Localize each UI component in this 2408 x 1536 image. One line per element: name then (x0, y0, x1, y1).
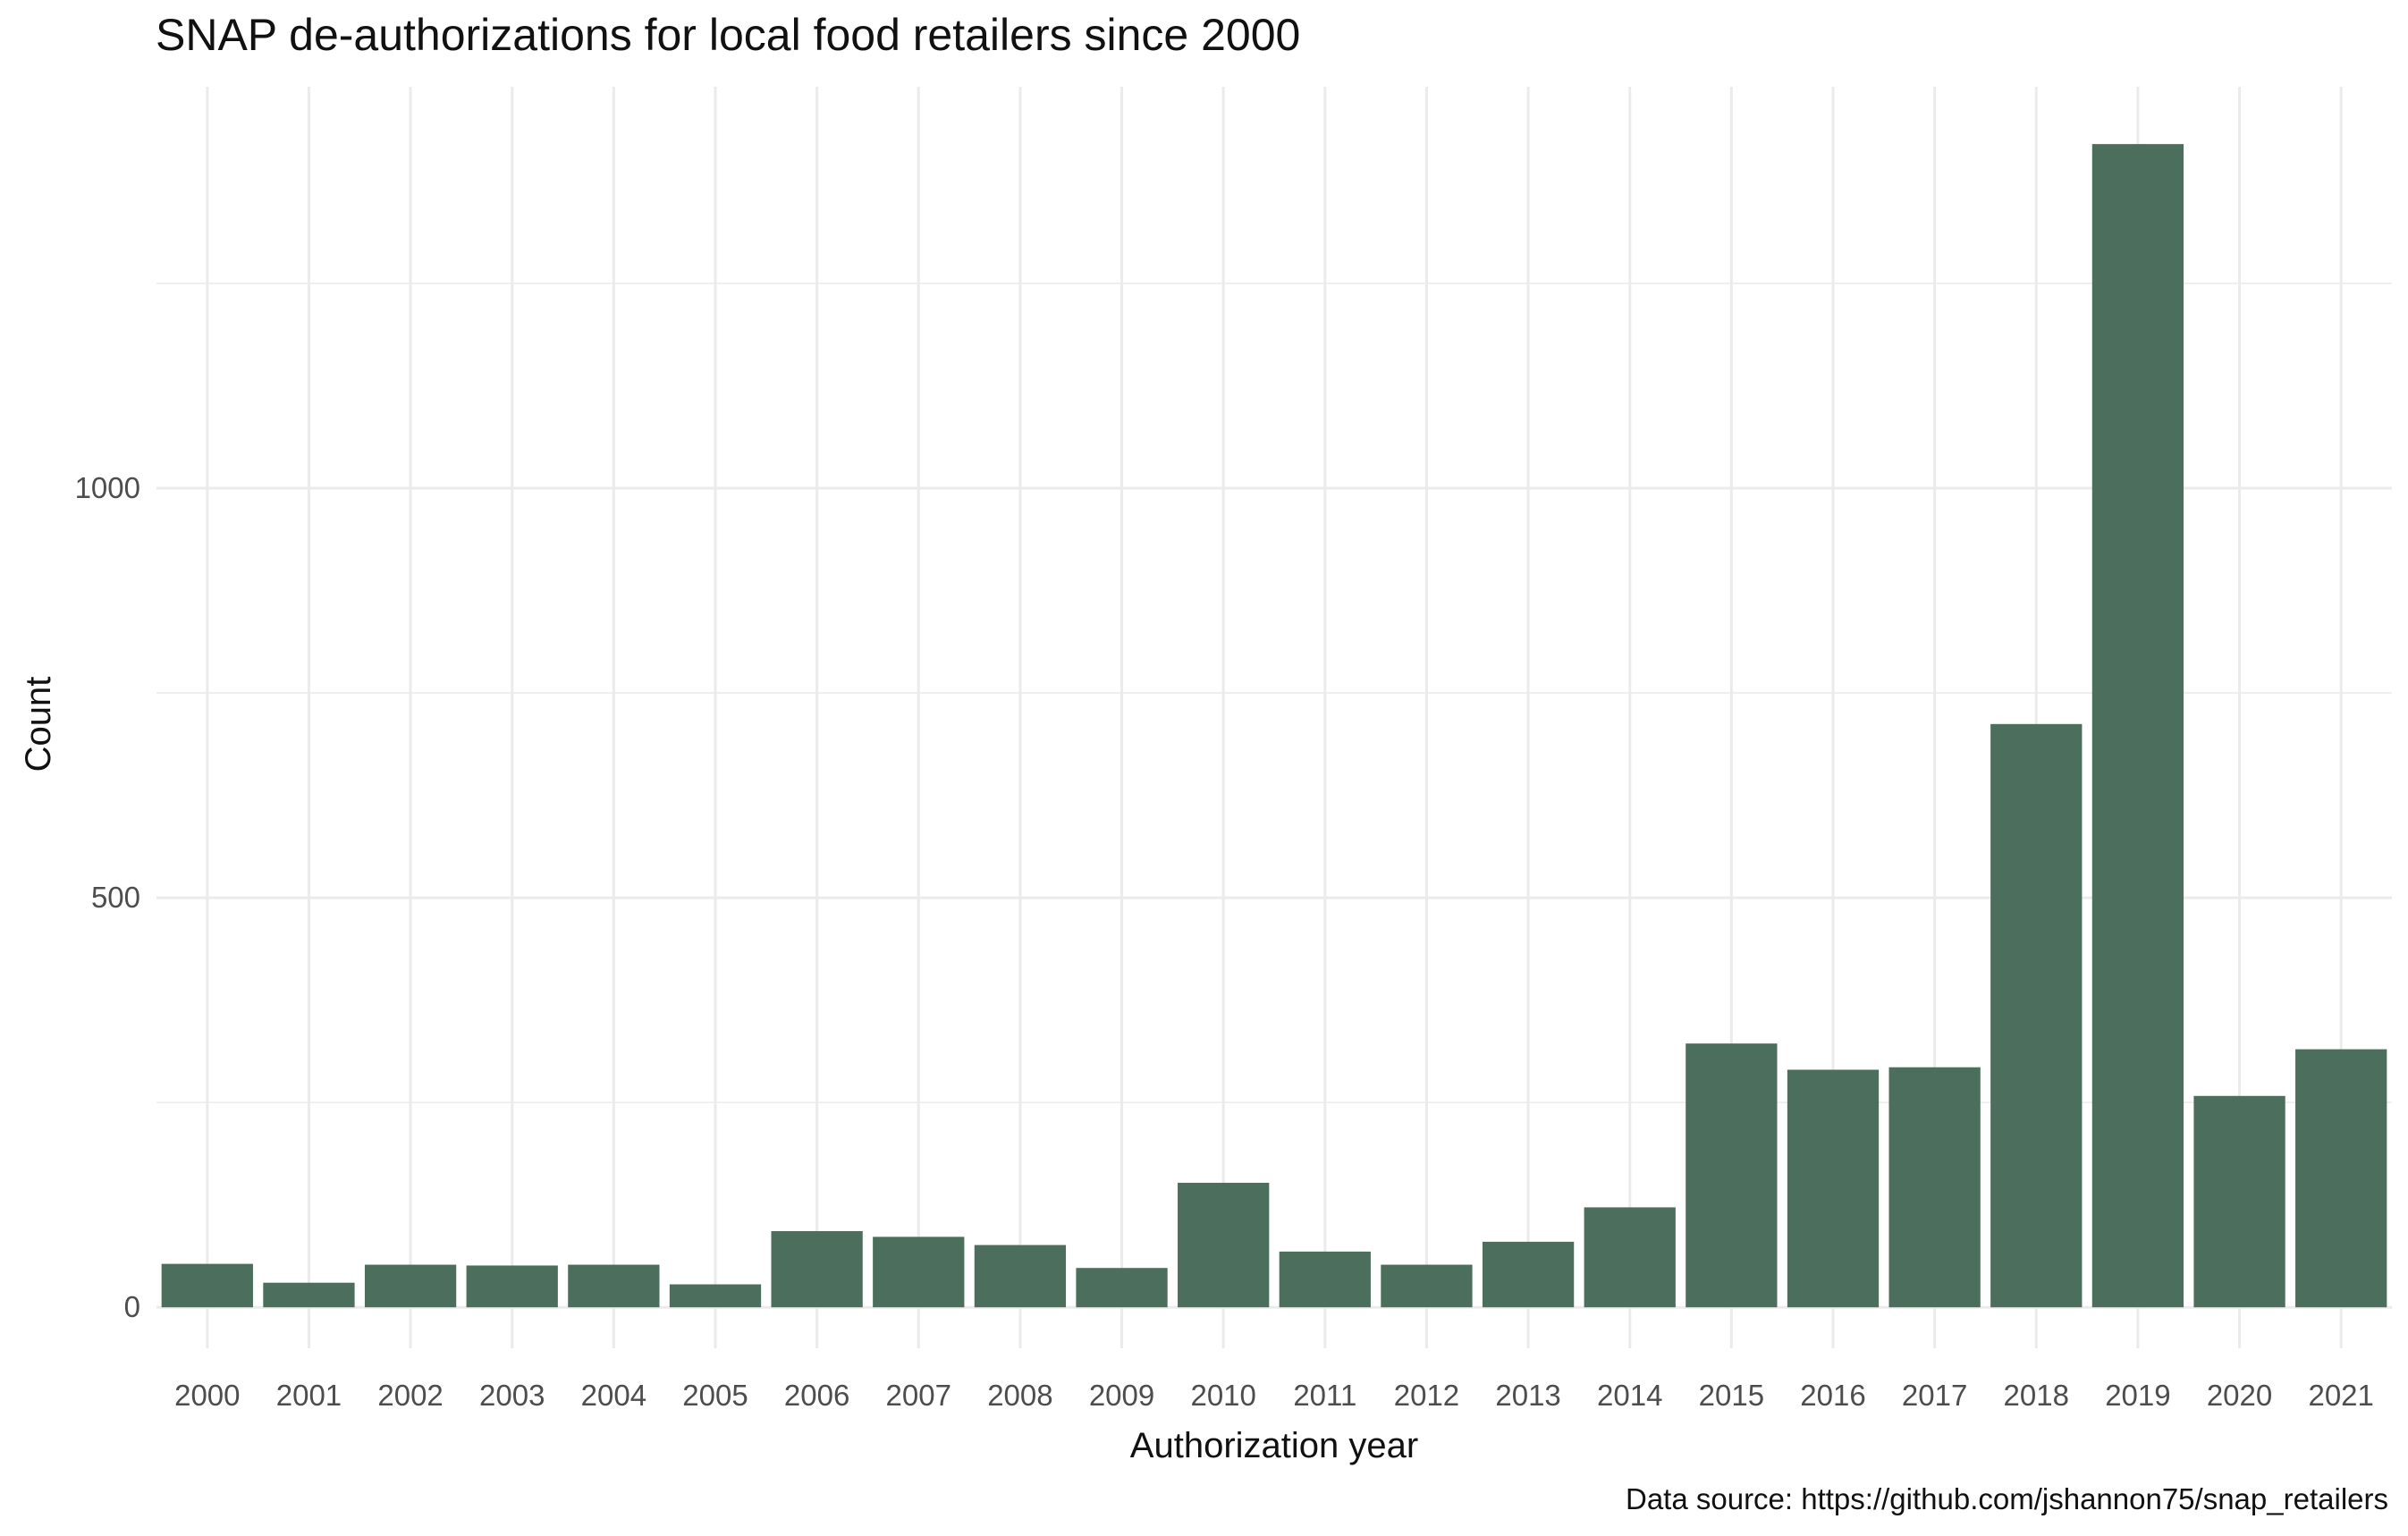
x-tick-label: 2012 (1394, 1379, 1459, 1412)
bar-2008 (974, 1245, 1067, 1308)
x-tick-labels: 2000 2001 2002 2003 2004 2005 2006 2007 2008 2009… (174, 1379, 2374, 1412)
x-tick-label: 2017 (1902, 1379, 1967, 1412)
x-tick-label: 2001 (276, 1379, 342, 1412)
bar-2004 (568, 1264, 660, 1308)
bar-2014 (1584, 1207, 1676, 1308)
bar-2015 (1686, 1043, 1778, 1308)
bar-2016 (1787, 1069, 1880, 1308)
x-tick-label: 2020 (2207, 1379, 2272, 1412)
y-axis-title: Count (19, 677, 58, 772)
x-tick-label: 2008 (987, 1379, 1052, 1412)
x-tick-label: 2005 (682, 1379, 748, 1412)
x-axis-title: Authorization year (1130, 1426, 1418, 1465)
x-tick-label: 2021 (2308, 1379, 2373, 1412)
x-tick-label: 2010 (1190, 1379, 1255, 1412)
x-tick-label: 2009 (1089, 1379, 1154, 1412)
bar-2011 (1279, 1251, 1371, 1308)
bar-2018 (1990, 723, 2083, 1308)
x-tick-label: 2019 (2105, 1379, 2170, 1412)
y-tick-label: 0 (124, 1290, 140, 1323)
bar-2001 (263, 1282, 355, 1308)
x-tick-label: 2014 (1597, 1379, 1662, 1412)
bar-2009 (1076, 1268, 1168, 1308)
bar-2005 (669, 1284, 762, 1308)
bar-2021 (2295, 1049, 2387, 1308)
bar-2006 (771, 1230, 863, 1308)
x-tick-label: 2003 (479, 1379, 545, 1412)
data-source-caption: Data source: https://github.com/jshannon… (1625, 1482, 2388, 1515)
bar-2019 (2091, 144, 2184, 1308)
x-tick-label: 2004 (581, 1379, 646, 1412)
bar-2000 (161, 1263, 253, 1308)
x-tick-label: 2000 (174, 1379, 240, 1412)
bar-2020 (2193, 1095, 2285, 1308)
x-tick-label: 2006 (784, 1379, 849, 1412)
x-tick-label: 2018 (2004, 1379, 2069, 1412)
x-tick-label: 2002 (377, 1379, 443, 1412)
bar-2010 (1178, 1182, 1270, 1308)
y-tick-label: 1000 (75, 471, 140, 504)
bars (161, 144, 2387, 1308)
bar-2013 (1482, 1241, 1575, 1308)
y-tick-label: 500 (91, 881, 140, 914)
bar-2017 (1888, 1067, 1981, 1308)
chart-title: SNAP de-authorizations for local food re… (156, 10, 1301, 60)
bar-2012 (1381, 1264, 1473, 1308)
x-tick-label: 2011 (1293, 1379, 1356, 1412)
x-tick-label: 2015 (1699, 1379, 1764, 1412)
y-tick-labels: 0 500 1000 (75, 471, 140, 1323)
x-tick-label: 2013 (1495, 1379, 1560, 1412)
x-tick-label: 2007 (886, 1379, 951, 1412)
bar-2002 (364, 1264, 457, 1308)
bar-2003 (466, 1265, 558, 1308)
bar-2007 (873, 1236, 965, 1308)
x-tick-label: 2016 (1800, 1379, 1865, 1412)
